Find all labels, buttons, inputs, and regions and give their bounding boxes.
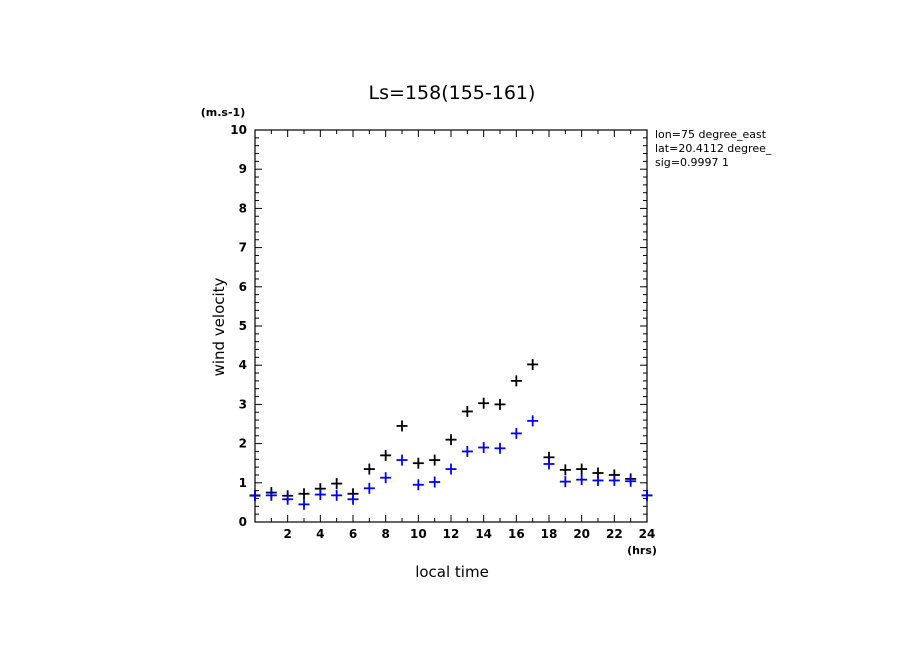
- series-2-point: [265, 489, 277, 501]
- x-tick-label: 4: [316, 527, 324, 541]
- y-tick-label: 4: [239, 358, 247, 372]
- series-2-point: [527, 415, 539, 427]
- series-1-point: [363, 463, 375, 475]
- y-tick-label: 3: [239, 397, 247, 411]
- data-points: [249, 358, 653, 510]
- x-tick-label: 14: [475, 527, 492, 541]
- series-1-point: [527, 358, 539, 370]
- y-tick-label: 8: [239, 201, 247, 215]
- series-2-point: [559, 476, 571, 488]
- series-1-point: [559, 464, 571, 476]
- series-2-point: [429, 476, 441, 488]
- x-tick-label: 22: [606, 527, 623, 541]
- x-axis-label: local time: [415, 563, 489, 581]
- series-2-point: [510, 427, 522, 439]
- y-tick-label: 6: [239, 280, 247, 294]
- x-tick-label: 6: [349, 527, 357, 541]
- axis-ticks: [254, 129, 648, 523]
- series-1-point: [380, 449, 392, 461]
- x-tick-label: 8: [381, 527, 389, 541]
- x-tick-label: 24: [639, 527, 656, 541]
- series-2-point: [592, 474, 604, 486]
- y-tick-label: 0: [239, 515, 247, 529]
- series-1-point: [576, 463, 588, 475]
- x-tick-label: 16: [508, 527, 525, 541]
- series-2-point: [396, 454, 408, 466]
- series-2-point: [380, 472, 392, 484]
- series-1-point: [331, 478, 343, 490]
- chart-title: Ls=158(155-161): [369, 82, 536, 104]
- y-tick-label: 2: [239, 437, 247, 451]
- series-2-point: [298, 498, 310, 510]
- series-2-point: [543, 458, 555, 470]
- y-tick-label: 9: [239, 162, 247, 176]
- series-1-point: [445, 434, 457, 446]
- series-1-point: [429, 454, 441, 466]
- series-2-point: [314, 489, 326, 501]
- series-2-point: [478, 442, 490, 454]
- x-tick-label: 18: [541, 527, 558, 541]
- series-2-point: [576, 474, 588, 486]
- plot-frame: [254, 129, 648, 523]
- series-2-point: [494, 442, 506, 454]
- x-unit-label: (hrs): [627, 544, 657, 557]
- y-axis-label: wind velocity: [210, 277, 228, 376]
- x-tick-label: 10: [410, 527, 427, 541]
- x-tick-label: 12: [443, 527, 460, 541]
- y-tick-label: 5: [239, 319, 247, 333]
- annotation-sig: sig=0.9997 1: [655, 156, 729, 169]
- series-2-point: [249, 490, 261, 502]
- y-tick-label: 10: [230, 123, 247, 137]
- y-tick-label: 7: [239, 241, 247, 255]
- series-2-point: [282, 493, 294, 505]
- annotation-lon: lon=75 degree_east: [655, 128, 767, 141]
- series-1-point: [461, 405, 473, 417]
- series-2-point: [608, 474, 620, 486]
- series-2-point: [625, 475, 637, 487]
- series-2-point: [347, 493, 359, 505]
- series-2-point: [412, 479, 424, 491]
- series-1-point: [494, 398, 506, 410]
- series-2-point: [445, 463, 457, 475]
- series-2-point: [461, 445, 473, 457]
- series-1-point: [510, 375, 522, 387]
- series-1-point: [478, 397, 490, 409]
- y-unit-label: (m.s-1): [201, 106, 245, 119]
- y-tick-label: 1: [239, 476, 247, 490]
- series-1-point: [412, 457, 424, 469]
- series-1-point: [396, 420, 408, 432]
- series-2-point: [641, 489, 653, 501]
- series-2-point: [363, 482, 375, 494]
- annotation-lat: lat=20.4112 degree_: [655, 142, 772, 155]
- series-2-point: [331, 489, 343, 501]
- x-tick-label: 20: [573, 527, 590, 541]
- series-1-point: [298, 488, 310, 500]
- x-tick-label: 2: [283, 527, 291, 541]
